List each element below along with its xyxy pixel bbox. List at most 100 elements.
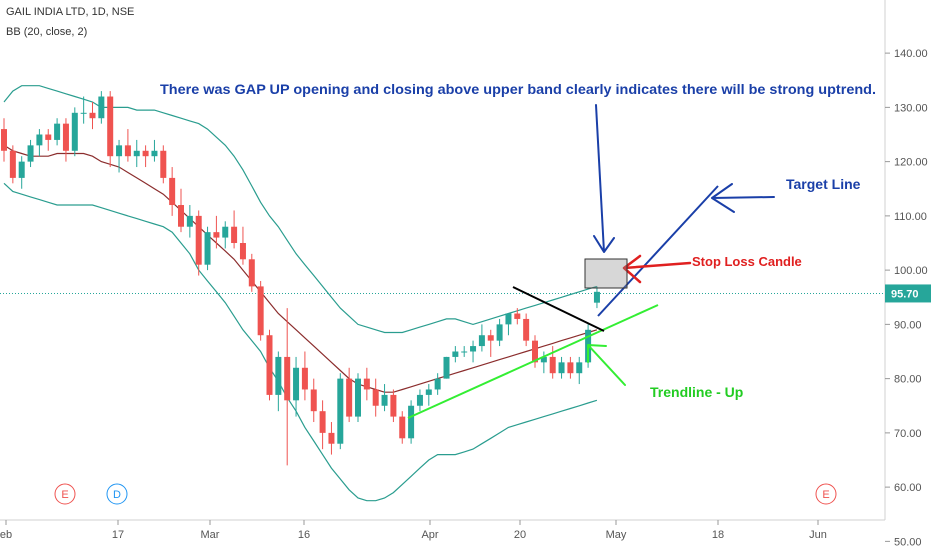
candle-body [434, 378, 441, 390]
candle-body [328, 432, 335, 444]
annotation-stop-loss-text: Stop Loss Candle [692, 254, 802, 269]
bb-basis-line [3, 144, 598, 393]
candle-body [425, 389, 432, 395]
x-tick-label: eb [0, 529, 12, 541]
candle-body [567, 362, 574, 374]
y-axis: 140.00 130.00 120.00 110.00 100.00 90.00 80.00… [885, 48, 928, 548]
candle-body [399, 416, 406, 439]
y-tick-label: 60.00 [894, 482, 922, 494]
trendline-up [407, 304, 659, 419]
candle-body [27, 145, 34, 162]
symbol-title: GAIL INDIA LTD, 1D, NSE [6, 6, 135, 18]
candle-body [45, 134, 52, 140]
candle-body [593, 291, 600, 303]
y-tick-label: 80.00 [894, 374, 922, 386]
y-tick-label: 120.00 [894, 157, 928, 169]
candle-body [248, 259, 255, 287]
candle-body [1, 129, 7, 151]
candle-body [293, 367, 300, 401]
candle-body [514, 313, 521, 319]
x-tick-label: 16 [298, 529, 310, 541]
candle-body [549, 356, 556, 374]
event-marker-letter: E [61, 489, 68, 501]
candle-body [540, 356, 547, 363]
candle-body [124, 145, 131, 157]
candle-body [116, 145, 123, 157]
candle-body [222, 226, 229, 238]
arrow-trendline [587, 344, 626, 386]
x-tick-label: 18 [712, 529, 724, 541]
y-tick-label: 110.00 [894, 211, 927, 223]
arrow-target [711, 183, 775, 213]
candle-body [71, 112, 78, 151]
event-marker-letter: D [113, 489, 121, 501]
candle-body [275, 356, 282, 395]
candle-body [416, 394, 423, 406]
bollinger-bands: 95.70 [0, 85, 931, 502]
x-tick-label: 17 [112, 529, 124, 541]
candle-body [89, 112, 96, 119]
candle-body [505, 313, 512, 325]
y-tick-label: 50.00 [894, 536, 922, 548]
candle-body [266, 335, 273, 395]
annotation-trendline-text: Trendline - Up [650, 384, 743, 400]
x-tick-label: Mar [201, 529, 220, 541]
candle-body [301, 367, 308, 390]
x-tick-label: Apr [421, 529, 438, 541]
candle-body [443, 356, 450, 379]
event-marker-circle [106, 483, 128, 505]
candle-body [98, 96, 105, 119]
candle-body [284, 356, 291, 401]
candle-body [487, 335, 494, 341]
annotations: There was GAP UP opening and closing abo… [160, 81, 876, 419]
arrow-gap-up [593, 104, 615, 253]
candle-body [178, 205, 184, 227]
y-tick-label: 90.00 [894, 319, 922, 331]
y-tick-label: 140.00 [894, 48, 928, 60]
indicator-label: BB (20, close, 2) [6, 26, 88, 38]
candle-body [239, 243, 246, 260]
candle-body [452, 351, 459, 357]
candle-body [62, 123, 69, 151]
last-price-label: 95.70 [891, 288, 919, 300]
candle-body [523, 318, 530, 341]
candle-body [36, 134, 43, 146]
candle-body [532, 340, 538, 363]
candles [1, 91, 600, 466]
candle-body [18, 161, 25, 178]
annotation-target-text: Target Line [786, 176, 861, 192]
candle-body [346, 378, 353, 417]
candle-body [355, 378, 361, 417]
candle-body [142, 150, 149, 157]
candle-body [478, 335, 485, 347]
candle-body [107, 96, 114, 157]
candle-body [576, 362, 583, 374]
candle-body [381, 394, 388, 406]
candle-body [372, 389, 379, 406]
annotation-gap-up-text: There was GAP UP opening and closing abo… [160, 81, 876, 97]
x-tick-label: May [606, 529, 627, 541]
candle-body [186, 215, 193, 227]
y-tick-label: 130.00 [894, 102, 928, 114]
candle-body [160, 150, 167, 178]
candle-body [204, 232, 211, 265]
candle-body [133, 150, 140, 157]
last-price-badge [885, 284, 931, 303]
candle-body [319, 411, 326, 433]
candle-body [390, 394, 397, 417]
y-tick-label: 70.00 [894, 428, 922, 440]
x-tick-label: Jun [809, 529, 827, 541]
resistance-line [512, 286, 605, 332]
event-marker-letter: E [822, 489, 829, 501]
candle-body [213, 232, 220, 238]
x-axis: eb 17 Mar 16 Apr 20 May 18 Jun [0, 520, 827, 541]
candle-body [408, 405, 415, 439]
target-line [597, 185, 719, 317]
candle-body [231, 226, 238, 243]
x-tick-label: 20 [514, 529, 526, 541]
candle-body [54, 123, 61, 140]
